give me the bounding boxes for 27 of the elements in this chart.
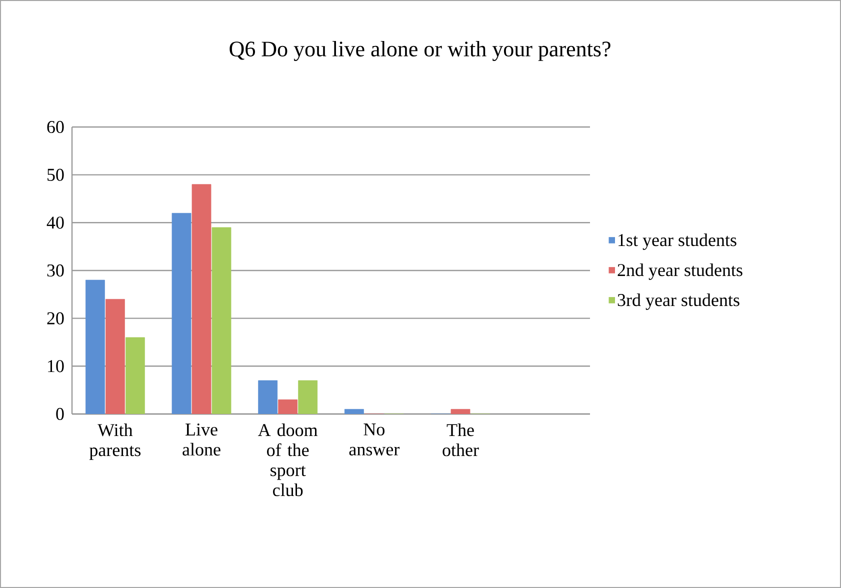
legend-label: 3rd year students [618, 293, 740, 310]
y-tick-label: 30 [47, 264, 64, 277]
bar [192, 184, 212, 414]
bar [258, 380, 278, 414]
x-tick-label: Live alone [182, 424, 220, 456]
y-tick-label: 50 [48, 168, 64, 181]
bar [125, 337, 145, 414]
bar [450, 409, 470, 414]
legend-label: 2nd year students [618, 263, 742, 280]
bar [344, 409, 364, 414]
bar [105, 298, 125, 414]
legend-label: 1st year students [618, 233, 736, 250]
bar [85, 280, 105, 414]
chart-title: Q6 Do you live alone or with your parents? [230, 40, 610, 61]
y-tick-label: 10 [48, 360, 64, 372]
bar [172, 212, 192, 414]
x-tick-label: The other [442, 424, 479, 456]
x-tick-label: No answer [349, 424, 400, 456]
x-tick-label: A doom of the sport club [258, 424, 318, 496]
y-tick-label: 60 [47, 120, 64, 134]
y-tick-label: 40 [46, 216, 64, 229]
y-tick-label: 0 [56, 408, 64, 420]
bar [298, 380, 318, 414]
bar [278, 399, 298, 414]
bar [212, 227, 232, 414]
y-tick-label: 20 [47, 312, 64, 324]
x-tick-label: With parents [89, 424, 141, 460]
